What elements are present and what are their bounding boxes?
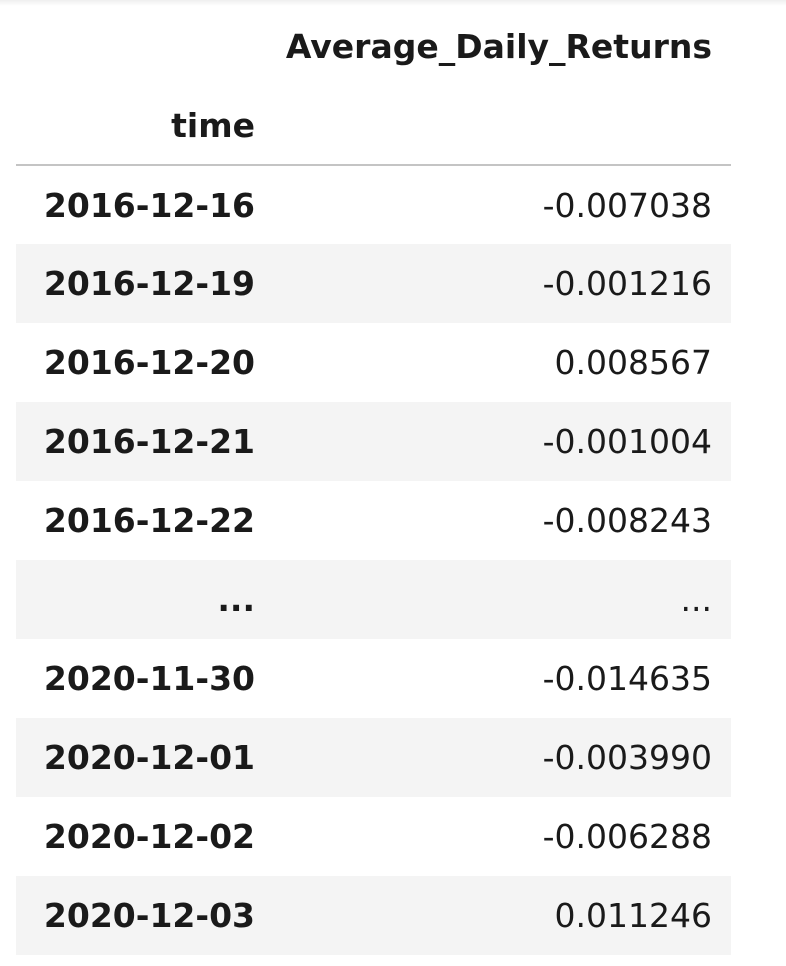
table-row: 2016-12-22 -0.008243 [16,481,731,560]
row-index: 2020-11-30 [43,659,255,698]
table-row: 2020-11-30 -0.014635 [16,639,731,718]
row-value: -0.001216 [542,264,712,303]
table-row: 2020-12-02 -0.006288 [16,797,731,876]
row-value: 0.011246 [554,896,712,935]
index-name-row: time [16,86,731,166]
row-value: -0.003990 [542,738,712,777]
row-index: 2020-12-03 [43,896,255,935]
dataframe-table: Average_Daily_Returns time 2016-12-16 -0… [16,7,731,955]
row-value: -0.014635 [542,659,712,698]
row-index: 2016-12-19 [43,264,255,303]
row-index: 2020-12-01 [43,738,255,777]
row-value-ellipsis: ... [680,580,712,619]
row-index: 2016-12-22 [43,501,255,540]
row-index: 2020-12-02 [43,817,255,856]
column-header: Average_Daily_Returns [285,27,712,66]
row-value: -0.007038 [542,185,712,225]
table-row: 2020-12-01 -0.003990 [16,718,731,797]
table-row: 2016-12-16 -0.007038 [16,165,731,244]
row-index: 2016-12-21 [43,422,255,461]
table-row: 2016-12-20 0.008567 [16,323,731,402]
table-row: 2016-12-19 -0.001216 [16,244,731,323]
table-row: 2020-12-03 0.011246 [16,876,731,955]
index-name-header: time [16,86,274,166]
header-blank-cell [16,7,274,86]
row-value: 0.008567 [554,343,712,382]
index-name-blank-cell [274,86,731,166]
column-header-row: Average_Daily_Returns [16,7,731,86]
row-value: -0.001004 [542,422,712,461]
table-row: 2016-12-21 -0.001004 [16,402,731,481]
row-value: -0.006288 [542,817,712,856]
row-index-ellipsis: ... [217,580,255,619]
output-top-shadow [0,0,786,6]
row-value: -0.008243 [542,501,712,540]
table-row-ellipsis: ... ... [16,560,731,639]
row-index: 2016-12-16 [43,185,255,225]
row-index: 2016-12-20 [43,343,255,382]
